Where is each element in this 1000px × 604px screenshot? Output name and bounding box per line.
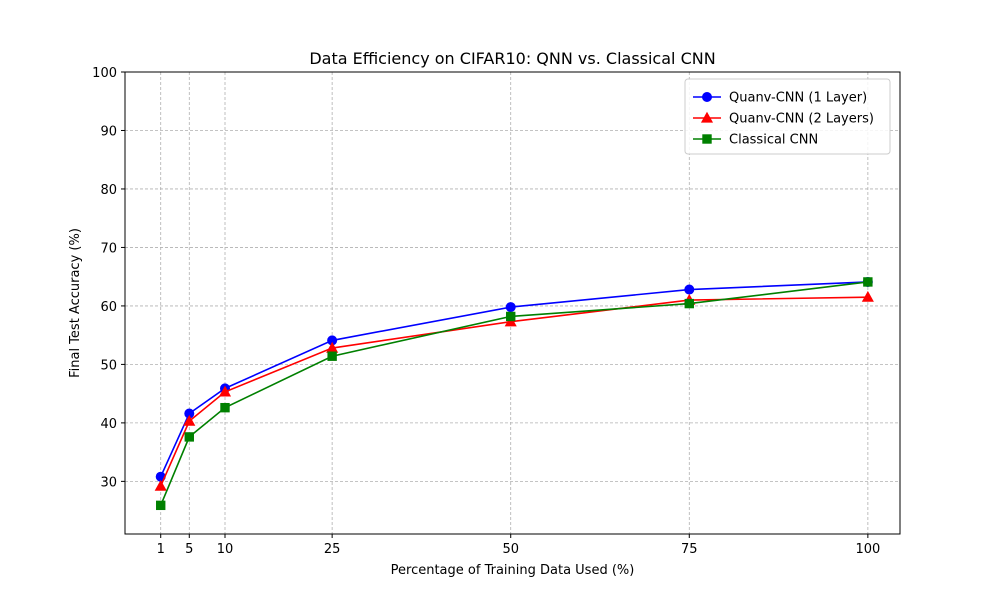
series-quanv-cnn-1-layer [155,276,873,482]
data-point-quanv-cnn-1-layer [505,302,516,313]
data-point-quanv-cnn-2-layers [861,290,874,302]
legend-marker-classical-cnn [702,134,712,144]
data-point-classical-cnn [156,500,166,511]
x-tick-label: 1 [157,542,165,557]
y-tick-label: 90 [100,124,117,139]
data-point-classical-cnn [506,311,516,322]
series-classical-cnn [156,277,873,511]
legend: Quanv-CNN (1 Layer) Quanv-CNN (2 Layers) C… [684,78,891,155]
data-point-quanv-cnn-2-layers [218,385,232,397]
y-tick-label: 80 [100,183,117,198]
data-point-classical-cnn [863,277,873,287]
y-tick-label: 100 [92,66,117,81]
legend-label-classical-cnn: Classical CNN [729,133,818,148]
y-tick-label: 70 [100,241,117,256]
data-point-quanv-cnn-2-layers [504,315,517,327]
series-layer [154,276,874,511]
data-point-quanv-cnn-1-layer [684,284,695,295]
x-tick-label: 10 [217,542,234,557]
legend-item-quanv-cnn-2-layers: Quanv-CNN (2 Layers) [693,112,874,127]
legend-item-quanv-cnn-1-layer: Quanv-CNN (1 Layer) [693,91,867,106]
x-tick-label: 100 [855,542,880,557]
x-tick-label: 75 [681,542,698,557]
legend-marker-quanv-cnn-2-layers [700,111,714,123]
legend-label-quanv-cnn-2-layers: Quanv-CNN (2 Layers) [729,112,874,127]
y-tick-label: 40 [100,417,117,432]
data-point-classical-cnn [327,351,337,361]
legend-label-quanv-cnn-1-layer: Quanv-CNN (1 Layer) [729,91,867,106]
chart-title: Data Efficiency on CIFAR10: QNN vs. Clas… [309,49,715,68]
legend-box [684,78,891,155]
data-point-quanv-cnn-2-layers [183,414,196,426]
x-tick-label: 50 [502,542,519,557]
x-tick-label: 5 [185,542,193,557]
legend-marker-quanv-cnn-1-layer [702,92,712,102]
plot-frame [124,71,901,535]
x-axis-label: Percentage of Training Data Used (%) [391,563,635,578]
x-tick-label: 25 [324,542,341,557]
data-point-quanv-cnn-2-layers [154,479,167,491]
data-point-classical-cnn [184,432,194,442]
data-point-classical-cnn [220,402,230,413]
y-axis-label: Final Test Accuracy (%) [68,228,83,378]
y-tick-label: 60 [100,300,117,315]
y-tick-label: 30 [100,475,117,490]
y-tick-label: 50 [100,358,117,373]
legend-item-classical-cnn: Classical CNN [693,133,818,148]
data-point-classical-cnn [684,298,694,309]
axis-ticks: 1 5 10 25 50 75 100 30 40 50 60 70 80 90 100 [92,66,880,557]
